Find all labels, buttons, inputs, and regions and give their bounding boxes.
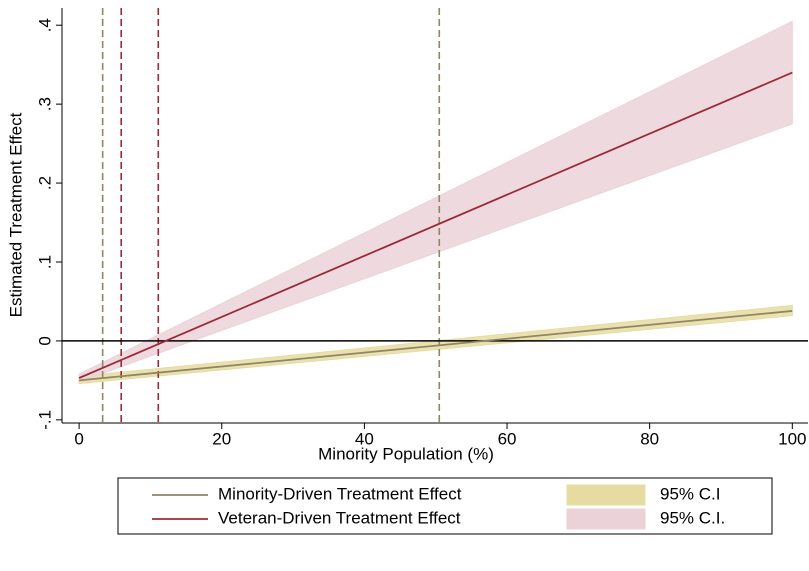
ci-band [78,304,793,385]
x-tick-label: 0 [74,429,83,448]
y-axis-label: Estimated Treatment Effect [6,112,25,317]
ci-band [78,20,793,383]
series-line [79,310,793,382]
y-tick-label: 0 [35,336,54,345]
x-tick-label: 60 [498,429,517,448]
legend-label: 95% C.I. [660,508,725,527]
x-tick-label: 100 [778,429,806,448]
legend-swatch [566,508,646,530]
x-tick-label: 80 [640,429,659,448]
y-tick-label: .4 [35,18,54,32]
y-tick-label: .1 [35,255,54,269]
legend-swatch [566,484,646,506]
legend-label: 95% C.I [660,484,720,503]
x-tick-label: 40 [355,429,374,448]
legend-label: Minority-Driven Treatment Effect [218,484,462,503]
legend-box [117,477,773,535]
x-tick-label: 20 [212,429,231,448]
y-tick-label: .2 [35,176,54,190]
y-tick-label: -.1 [35,410,54,430]
y-tick-label: .3 [35,97,54,111]
series-line [78,71,793,379]
legend-label: Veteran-Driven Treatment Effect [218,508,461,527]
x-axis-label: Minority Population (%) [318,444,494,463]
